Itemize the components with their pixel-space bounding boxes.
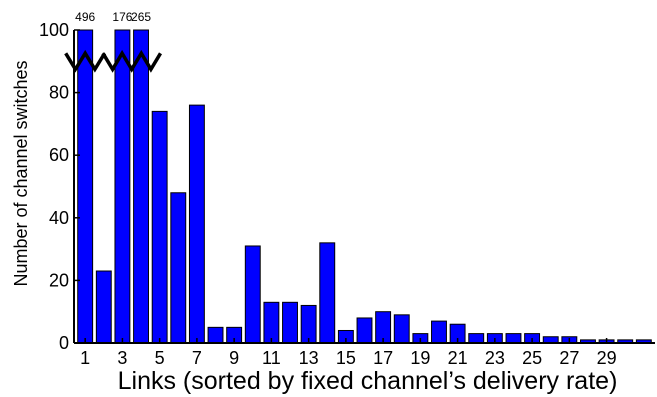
bars-group xyxy=(77,29,652,344)
bar-link-16 xyxy=(356,317,373,344)
data-label-link-1: 496 xyxy=(75,10,95,24)
bar-link-18 xyxy=(393,314,410,344)
bar-link-12 xyxy=(282,301,298,344)
x-tick-label-9: 9 xyxy=(229,348,239,368)
y-axis-label: Number of channel switches xyxy=(11,60,31,286)
x-tick-label-29: 29 xyxy=(597,348,617,368)
y-tick-label-40: 40 xyxy=(49,208,69,228)
x-axis-label: Links (sorted by fixed channel’s deliver… xyxy=(118,367,618,395)
x-tick-label-19: 19 xyxy=(410,348,430,368)
x-tick-label-21: 21 xyxy=(448,348,468,368)
bar-link-4 xyxy=(133,29,149,344)
data-label-link-4: 265 xyxy=(131,10,151,24)
x-tick-label-1: 1 xyxy=(80,348,90,368)
bar-link-24 xyxy=(505,333,522,344)
y-tick-label-0: 0 xyxy=(59,333,69,353)
bar-link-7 xyxy=(188,104,205,344)
bar-link-5 xyxy=(151,110,168,344)
data-label-link-3: 176 xyxy=(112,10,132,24)
y-tick-label-20: 20 xyxy=(49,270,69,290)
x-tick-label-3: 3 xyxy=(117,348,127,368)
bar-link-2 xyxy=(95,270,112,344)
x-tick-label-27: 27 xyxy=(559,348,579,368)
y-tick-label-60: 60 xyxy=(49,145,69,165)
x-tick-label-17: 17 xyxy=(373,348,393,368)
x-tick-label-15: 15 xyxy=(336,348,356,368)
bar-link-20 xyxy=(431,320,447,344)
bar-link-3 xyxy=(114,29,131,344)
bar-link-1 xyxy=(77,29,94,344)
bar-link-13 xyxy=(300,304,317,344)
x-tick-label-23: 23 xyxy=(485,348,505,368)
bar-link-10 xyxy=(244,245,261,344)
y-tick-label-100: 100 xyxy=(39,20,69,40)
x-tick-label-25: 25 xyxy=(522,348,542,368)
y-tick-label-80: 80 xyxy=(49,83,69,103)
x-tick-label-11: 11 xyxy=(262,348,281,368)
x-tick-label-13: 13 xyxy=(299,348,319,368)
bar-link-6 xyxy=(170,192,187,344)
axis-break-links-3-4 xyxy=(101,49,163,73)
bar-link-22 xyxy=(468,333,485,344)
bar-link-14 xyxy=(319,242,336,344)
x-tick-label-5: 5 xyxy=(155,348,165,368)
bar-link-11 xyxy=(263,301,280,344)
axis-break-link-1 xyxy=(64,49,107,73)
x-tick-label-7: 7 xyxy=(192,348,202,368)
bar-link-8 xyxy=(207,326,224,344)
